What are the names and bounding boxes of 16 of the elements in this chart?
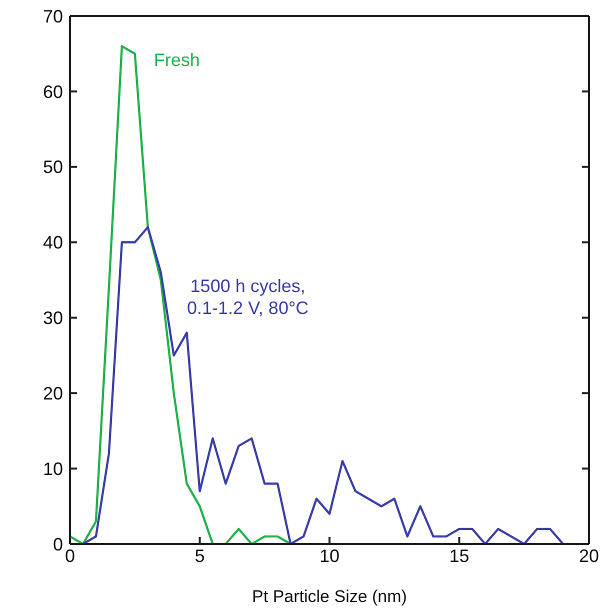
series-label: 1500 h cycles, 0.1-1.2 V, 80°C (187, 276, 309, 318)
y-tick-label: 40 (42, 232, 63, 253)
y-tick-label: 30 (42, 308, 63, 328)
x-tick-label: 10 (319, 546, 340, 566)
x-tick-label: 0 (64, 546, 76, 566)
line-series (82, 226, 564, 544)
y-tick-label: 60 (42, 82, 63, 102)
y-tick-label: 50 (42, 157, 63, 178)
y-tick-label: 20 (42, 384, 63, 404)
series-label: Fresh (154, 50, 200, 70)
y-tick-label: 10 (42, 458, 63, 479)
x-axis-title: Pt Particle Size (nm) (252, 587, 407, 606)
x-tick-label: 5 (194, 546, 205, 566)
y-tick-label: 70 (42, 6, 63, 26)
x-tick-label: 20 (578, 546, 600, 566)
x-tick-label: 15 (449, 546, 470, 566)
